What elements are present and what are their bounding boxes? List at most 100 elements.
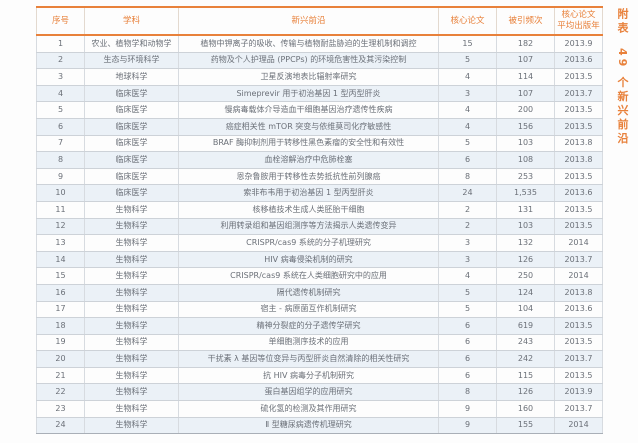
- table-row: 19 生物科学 单细胞测序技术的应用 6 243 2013.5: [36, 334, 603, 352]
- cell-citations: 107: [496, 85, 555, 103]
- cell-core-papers: 8: [438, 168, 497, 186]
- cell-core-papers: 5: [438, 52, 497, 70]
- cell-index: 6: [36, 118, 85, 136]
- cell-discipline: 生物科学: [84, 251, 179, 269]
- cell-index: 5: [36, 101, 85, 119]
- cell-index: 19: [36, 334, 85, 352]
- cell-index: 15: [36, 267, 85, 285]
- cell-avg-pub-year: 2013.7: [554, 350, 603, 368]
- cell-index: 12: [36, 218, 85, 236]
- cell-frontier: 宿主 - 病原菌互作机制研究: [178, 301, 439, 319]
- cell-frontier: 恩杂鲁胺用于转移性去势抵抗性前列腺癌: [178, 168, 439, 186]
- table-row: 2 生态与环境科学 药物及个人护理品 (PPCPs) 的环境危害性及其污染控制 …: [36, 52, 603, 70]
- table-row: 7 临床医学 BRAF 酶抑制剂用于转移性黑色素瘤的安全性和有效性 5 103 …: [36, 135, 603, 153]
- cell-discipline: 临床医学: [84, 135, 179, 153]
- side-label-part1: 附表: [616, 8, 629, 36]
- cell-core-papers: 5: [438, 301, 497, 319]
- cell-discipline: 生物科学: [84, 301, 179, 319]
- cell-avg-pub-year: 2013.8: [554, 151, 603, 169]
- cell-citations: 619: [496, 317, 555, 335]
- cell-citations: 200: [496, 101, 555, 119]
- header-core-papers: 核心论文: [438, 6, 497, 36]
- cell-avg-pub-year: 2013.5: [554, 367, 603, 385]
- cell-core-papers: 4: [438, 68, 497, 86]
- cell-core-papers: 3: [438, 251, 497, 269]
- cell-avg-pub-year: 2013.5: [554, 118, 603, 136]
- cell-index: 1: [36, 35, 85, 53]
- table-row: 10 临床医学 索非布韦用于初治基因 1 型丙型肝炎 24 1,535 2013…: [36, 184, 603, 202]
- cell-citations: 104: [496, 301, 555, 319]
- cell-discipline: 临床医学: [84, 118, 179, 136]
- table-row: 3 地球科学 卫星反演地表比辐射率研究 4 114 2013.5: [36, 68, 603, 86]
- table-row: 23 生物科学 硫化氢的检测及其作用研究 9 160 2013.7: [36, 400, 603, 418]
- cell-avg-pub-year: 2013.6: [554, 301, 603, 319]
- cell-avg-pub-year: 2013.7: [554, 85, 603, 103]
- cell-discipline: 农业、植物学和动物学: [84, 35, 179, 53]
- table-row: 1 农业、植物学和动物学 植物中钾离子的吸收、传输与植物耐盐胁迫的生理机制和调控…: [36, 35, 603, 53]
- cell-discipline: 地球科学: [84, 68, 179, 86]
- cell-discipline: 生物科学: [84, 267, 179, 285]
- appendix-side-label: 附表 49 个新兴前沿: [614, 8, 630, 428]
- cell-discipline: 生物科学: [84, 201, 179, 219]
- cell-citations: 126: [496, 383, 555, 402]
- cell-discipline: 临床医学: [84, 85, 179, 103]
- table-row: 8 临床医学 血栓溶解治疗中危肺栓塞 6 108 2013.8: [36, 151, 603, 169]
- cell-index: 23: [36, 400, 85, 418]
- cell-index: 10: [36, 184, 85, 202]
- cell-citations: 114: [496, 68, 555, 86]
- cell-discipline: 生物科学: [84, 367, 179, 385]
- cell-frontier: 干扰素 λ 基因等位变异与丙型肝炎自然清除的相关性研究: [178, 350, 439, 368]
- table-row: 4 临床医学 Simeprevir 用于初治基因 1 型丙型肝炎 3 107 2…: [36, 85, 603, 103]
- cell-citations: 126: [496, 251, 555, 269]
- cell-index: 13: [36, 234, 85, 252]
- cell-frontier: Simeprevir 用于初治基因 1 型丙型肝炎: [178, 85, 439, 103]
- cell-core-papers: 2: [438, 218, 497, 236]
- cell-index: 22: [36, 383, 85, 402]
- cell-core-papers: 5: [438, 284, 497, 302]
- cell-index: 18: [36, 317, 85, 335]
- cell-frontier: HIV 病毒侵染机制的研究: [178, 251, 439, 269]
- cell-core-papers: 9: [438, 417, 497, 435]
- table-row: 22 生物科学 蛋白基因组学的应用研究 8 126 2013.9: [36, 383, 603, 402]
- cell-index: 3: [36, 68, 85, 86]
- cell-citations: 132: [496, 234, 555, 252]
- cell-frontier: 利用转录组和基因组测序等方法揭示人类遗传变异: [178, 218, 439, 236]
- cell-core-papers: 9: [438, 400, 497, 418]
- cell-citations: 243: [496, 334, 555, 352]
- cell-citations: 253: [496, 168, 555, 186]
- table-row: 12 生物科学 利用转录组和基因组测序等方法揭示人类遗传变异 2 103 201…: [36, 218, 603, 236]
- cell-avg-pub-year: 2013.9: [554, 35, 603, 53]
- cell-avg-pub-year: 2013.8: [554, 135, 603, 153]
- header-row: 序号 学科 新兴前沿 核心论文 被引频次 核心论文 平均出版年: [36, 6, 603, 36]
- emerging-frontiers-table: 序号 学科 新兴前沿 核心论文 被引频次 核心论文 平均出版年 1 农业、植物学…: [36, 6, 603, 435]
- table-row: 24 生物科学 Ⅱ 型糖尿病遗传机理研究 9 155 2014: [36, 417, 603, 435]
- cell-citations: 124: [496, 284, 555, 302]
- cell-core-papers: 6: [438, 367, 497, 385]
- table-row: 18 生物科学 精神分裂症的分子遗传学研究 6 619 2013.5: [36, 317, 603, 335]
- cell-avg-pub-year: 2013.5: [554, 218, 603, 236]
- cell-frontier: 癌症相关性 mTOR 突变与依维莫司化疗敏感性: [178, 118, 439, 136]
- cell-avg-pub-year: 2013.5: [554, 317, 603, 335]
- cell-discipline: 临床医学: [84, 184, 179, 202]
- cell-frontier: 核移植技术生成人类胚胎干细胞: [178, 201, 439, 219]
- header-avg-pub-year: 核心论文 平均出版年: [554, 6, 603, 36]
- cell-citations: 131: [496, 201, 555, 219]
- cell-citations: 182: [496, 35, 555, 53]
- cell-frontier: 慢病毒载体介导造血干细胞基因治疗遗传性疾病: [178, 101, 439, 119]
- cell-index: 24: [36, 417, 85, 435]
- cell-discipline: 生物科学: [84, 350, 179, 368]
- cell-frontier: 单细胞测序技术的应用: [178, 334, 439, 352]
- cell-frontier: BRAF 酶抑制剂用于转移性黑色素瘤的安全性和有效性: [178, 135, 439, 153]
- cell-frontier: 索非布韦用于初治基因 1 型丙型肝炎: [178, 184, 439, 202]
- table-row: 16 生物科学 隔代遗传机制研究 5 124 2013.8: [36, 284, 603, 302]
- cell-frontier: 精神分裂症的分子遗传学研究: [178, 317, 439, 335]
- cell-avg-pub-year: 2013.5: [554, 168, 603, 186]
- header-frontier: 新兴前沿: [178, 6, 439, 36]
- cell-citations: 103: [496, 218, 555, 236]
- cell-frontier: CRISPR/cas9 系统的分子机理研究: [178, 234, 439, 252]
- cell-core-papers: 8: [438, 383, 497, 402]
- cell-discipline: 临床医学: [84, 168, 179, 186]
- table-row: 5 临床医学 慢病毒载体介导造血干细胞基因治疗遗传性疾病 4 200 2013.…: [36, 101, 603, 119]
- cell-citations: 108: [496, 151, 555, 169]
